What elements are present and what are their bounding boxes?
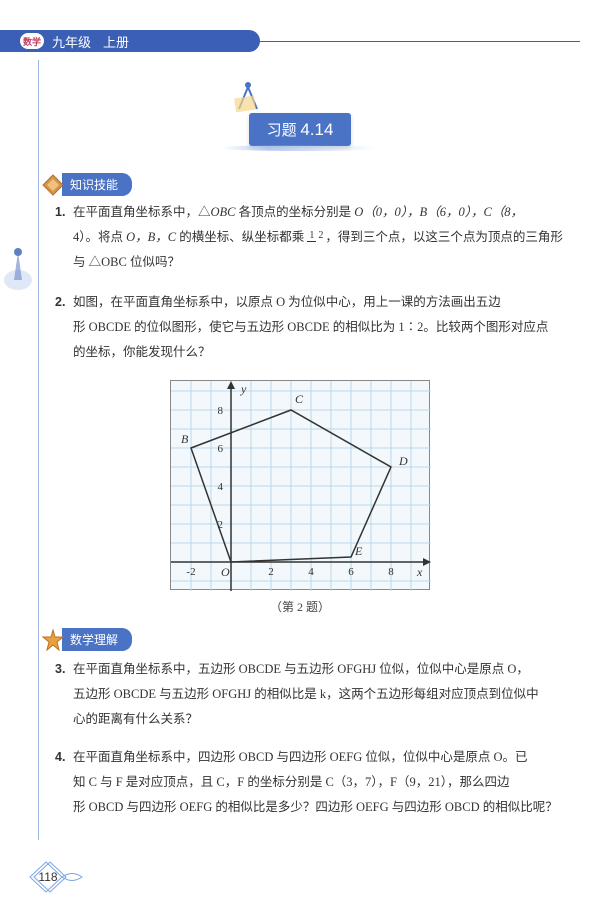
xtick-8: 8	[388, 566, 394, 578]
chapter-badge: 习题 4.14	[225, 85, 375, 146]
section-understanding: 数学理解	[42, 628, 132, 651]
compass-icon	[233, 79, 263, 113]
subject-logo: 数学	[20, 33, 44, 49]
badge-ribbon	[220, 145, 380, 151]
chapter-title: 习题 4.14	[249, 113, 352, 146]
star-icon	[42, 629, 64, 651]
q1-pts: O，B，C	[126, 230, 176, 244]
q1-t1: 在平面直角坐标系中，△	[73, 205, 211, 219]
ytick-8: 8	[218, 405, 224, 417]
section-1-title: 知识技能	[62, 173, 132, 196]
xtick-neg2: -2	[186, 566, 195, 578]
label-x-axis: x	[416, 565, 423, 579]
q3-t2: 五边形 OBCDE 与五边形 OFGHJ 的相似比是 k，这两个五边形每组对应顶…	[55, 682, 565, 707]
q3-t1: 在平面直角坐标系中，五边形 OBCDE 与五边形 OFGHJ 位似，位似中心是原…	[73, 662, 529, 676]
margin-ornament-icon	[0, 240, 36, 300]
ytick-6: 6	[218, 443, 224, 455]
label-B: B	[181, 432, 189, 446]
label-C: C	[295, 392, 304, 406]
q4-t2: 知 C 与 F 是对应顶点，且 C，F 的坐标分别是 C（3，7），F（9，21…	[55, 770, 565, 795]
question-2: 2.如图，在平面直角坐标系中，以原点 O 为位似中心，用上一课的方法画出五边 形…	[55, 290, 565, 365]
figure-caption: （第 2 题）	[170, 598, 430, 615]
section-2-title: 数学理解	[62, 628, 132, 651]
q4-number: 4.	[55, 745, 73, 770]
figure-q2: -2 2 4 6 8 2 4 6 8 O B C D E x y （第 2 题）	[170, 380, 430, 615]
question-3: 3.在平面直角坐标系中，五边形 OBCDE 与五边形 OFGHJ 位似，位似中心…	[55, 657, 565, 732]
question-1: 1.在平面直角坐标系中，△OBC 各顶点的坐标分别是 O（0，0），B（6，0）…	[55, 200, 565, 275]
q4-t3: 形 OBCD 与四边形 OEFG 的相似比是多少？四边形 OEFG 与四边形 O…	[55, 795, 565, 820]
q2-t2: 形 OBCDE 的位似图形，使它与五边形 OBCDE 的相似比为 1∶2。比较两…	[55, 315, 565, 340]
q1-t3: 4）。将点	[73, 230, 126, 244]
chapter-number: 4.14	[300, 120, 333, 139]
q2-number: 2.	[55, 290, 73, 315]
xtick-6: 6	[348, 566, 354, 578]
label-y-axis: y	[240, 382, 247, 396]
q1-t2: 各顶点的坐标分别是	[236, 205, 355, 219]
volume-label: 上册	[103, 32, 129, 51]
q1-number: 1.	[55, 200, 73, 225]
q1-t6: 与 △OBC 位似吗？	[55, 250, 565, 275]
page-header: 数学 九年级 上册	[0, 30, 260, 52]
label-E: E	[354, 544, 363, 558]
q1-frac-d: 2	[316, 230, 325, 241]
q1-coords: O（0，0），B（6，0），C（8，	[354, 205, 523, 219]
diamond-icon	[42, 174, 64, 196]
margin-line	[38, 60, 39, 840]
q3-number: 3.	[55, 657, 73, 682]
q3-t3: 心的距离有什么关系？	[55, 707, 565, 732]
q2-t1: 如图，在平面直角坐标系中，以原点 O 为位似中心，用上一课的方法画出五边	[73, 295, 501, 309]
header-rule	[260, 41, 580, 42]
question-4: 4.在平面直角坐标系中，四边形 OBCD 与四边形 OEFG 位似，位似中心是原…	[55, 745, 565, 820]
page-number-ornament: 118	[28, 860, 84, 894]
label-D: D	[398, 454, 408, 468]
grade-label: 九年级	[52, 32, 91, 51]
q2-t3: 的坐标，你能发现什么？	[55, 340, 565, 365]
chapter-prefix: 习题	[267, 123, 297, 139]
xtick-4: 4	[308, 566, 314, 578]
coordinate-grid: -2 2 4 6 8 2 4 6 8 O B C D E x y	[170, 380, 430, 590]
q1-t4: 的横坐标、纵坐标都乘	[176, 230, 307, 244]
q1-fraction: 12	[307, 231, 325, 241]
label-O: O	[221, 565, 230, 579]
ytick-4: 4	[218, 481, 224, 493]
q4-t1: 在平面直角坐标系中，四边形 OBCD 与四边形 OEFG 位似，位似中心是原点 …	[73, 750, 528, 764]
q1-tri: OBC	[211, 205, 236, 219]
section-knowledge: 知识技能	[42, 173, 132, 196]
q1-t5: ，得到三个点，以这三个点为顶点的三角形	[325, 230, 563, 244]
page-number: 118	[38, 870, 57, 884]
ytick-2: 2	[218, 519, 224, 531]
xtick-2: 2	[268, 566, 274, 578]
